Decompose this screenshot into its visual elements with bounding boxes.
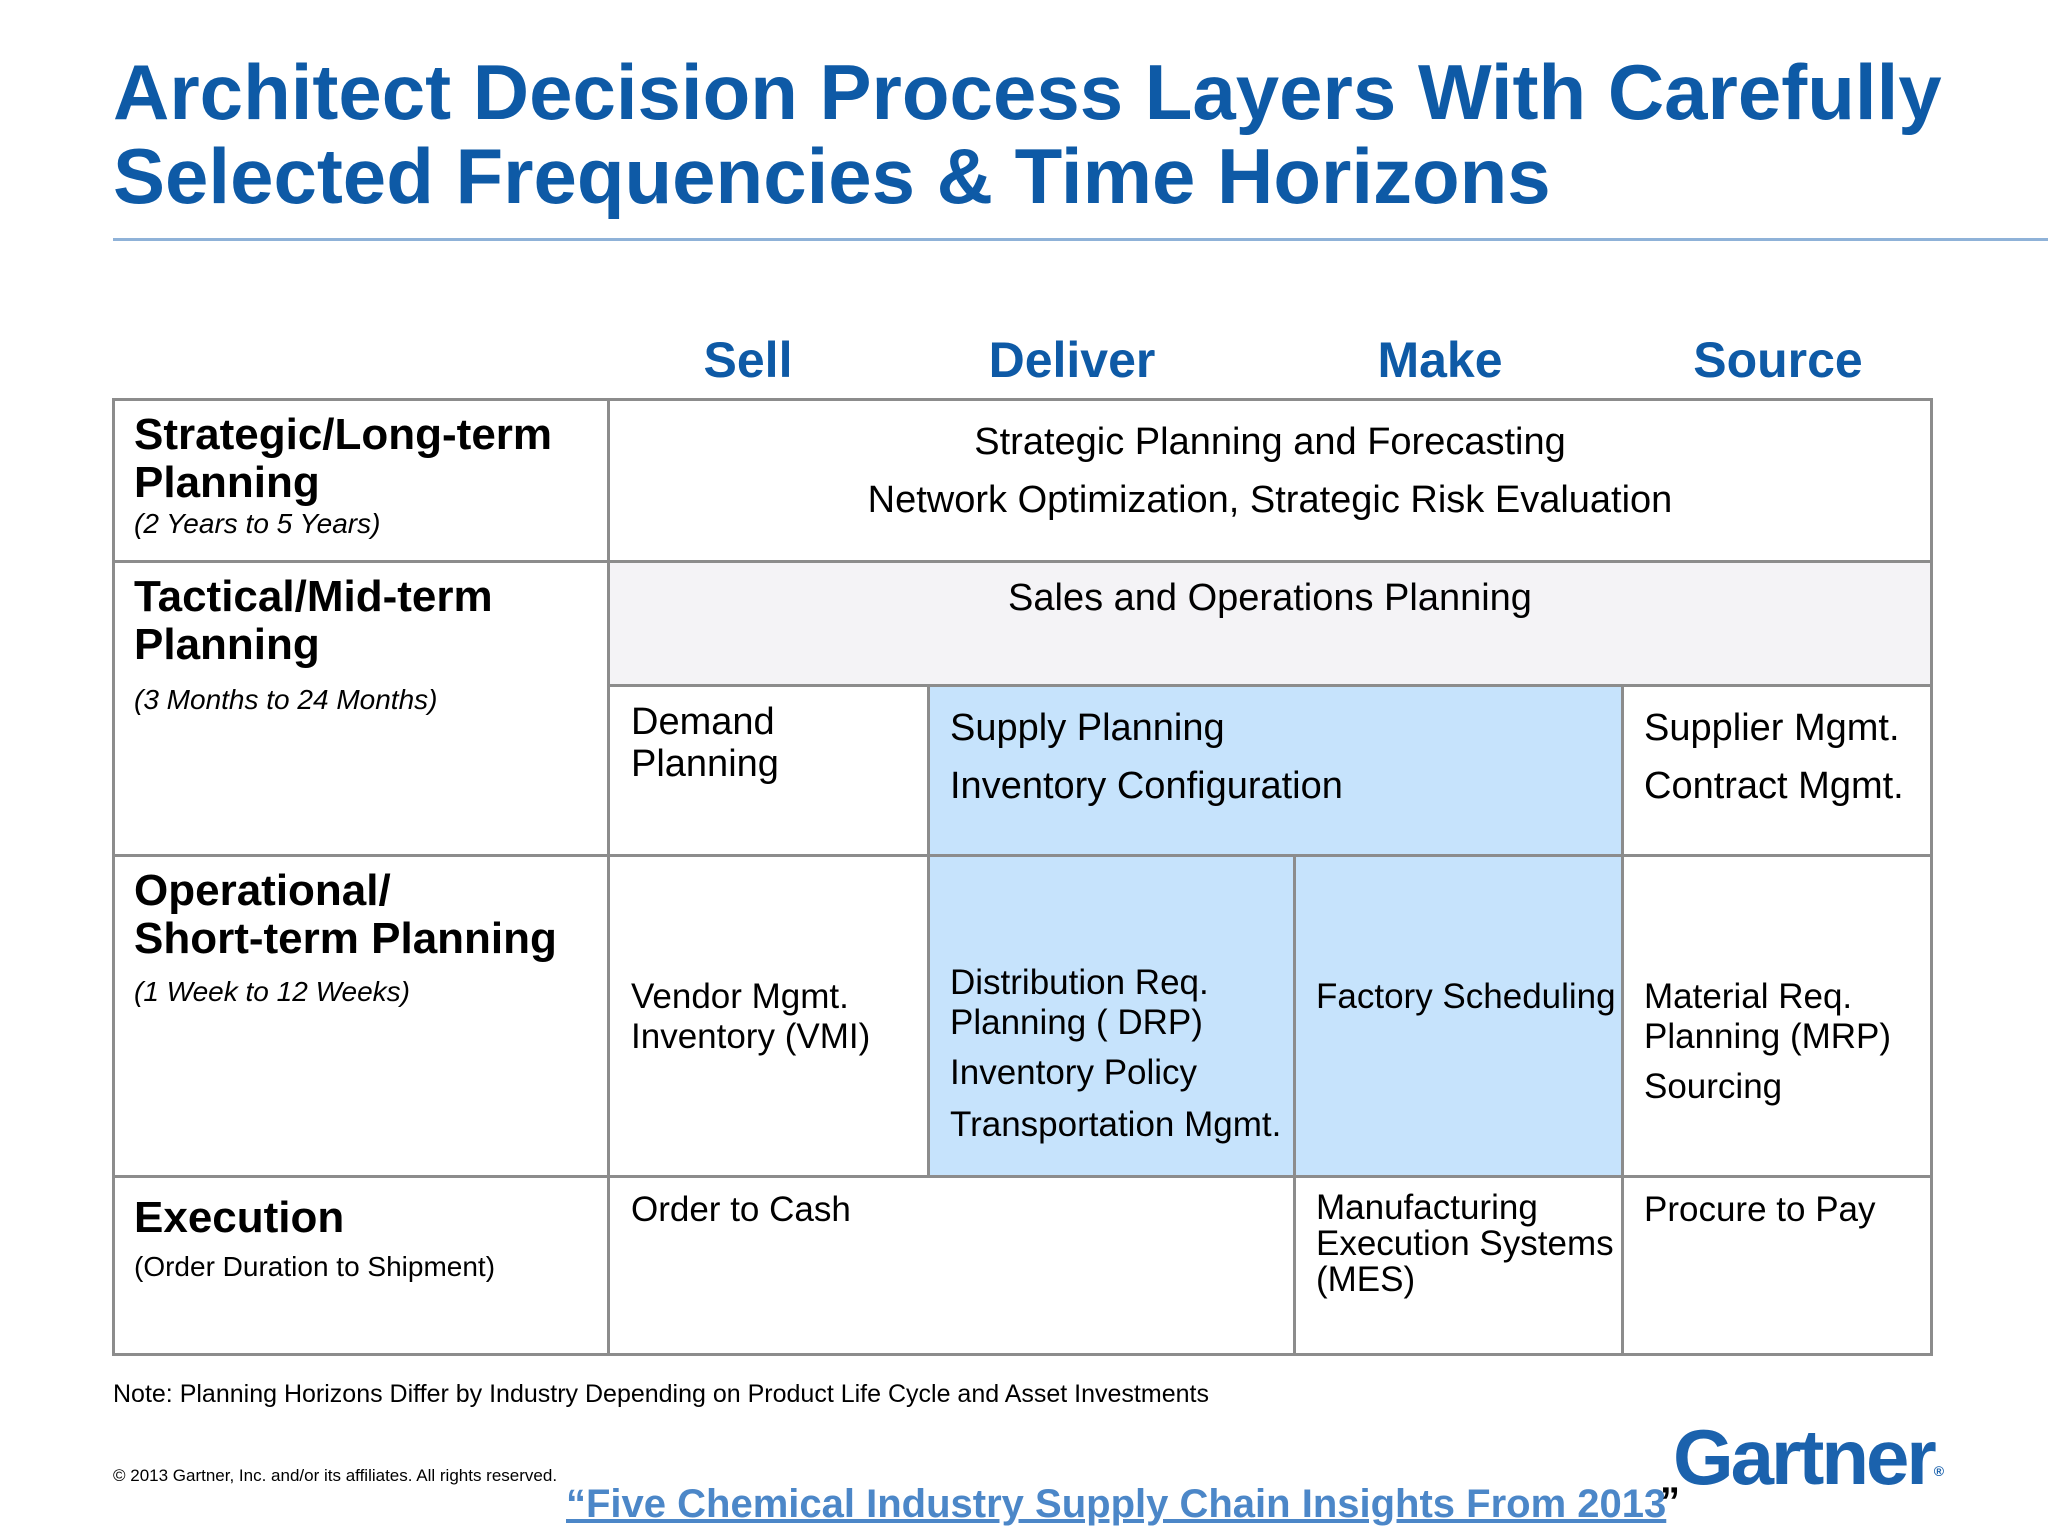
row-label-title: Execution (134, 1193, 345, 1242)
cell-procure-to-pay: Procure to Pay (1621, 1175, 1933, 1356)
cell-text-line-2: Inventory Policy (950, 1053, 1198, 1092)
cell-text-line-1: Strategic Planning and Forecasting (974, 421, 1566, 463)
row-label-horizon: (3 Months to 24 Months) (134, 684, 438, 715)
source-article-link[interactable]: “Five Chemical Industry Supply Chain Ins… (566, 1482, 1667, 1526)
row-label-tactical: Tactical/Mid-term Planning (3 Months to … (112, 560, 610, 857)
row-label-horizon: (1 Week to 12 Weeks) (134, 976, 410, 1007)
registered-mark: ® (1933, 1463, 1945, 1479)
row-label-title-2: Short-term Planning (134, 914, 557, 963)
closing-quote: ” (1660, 1480, 1680, 1524)
cell-text: Sales and Operations Planning (1008, 577, 1532, 619)
column-header-sell: Sell (703, 332, 793, 388)
row-label-horizon: (Order Duration to Shipment) (134, 1251, 496, 1282)
cell-text-line-2: Contract Mgmt. (1644, 765, 1904, 807)
gartner-logo: Gartner® (1673, 1412, 1944, 1516)
cell-text-line-2: Sourcing (1644, 1067, 1783, 1106)
row-label-title: Strategic/Long-term Planning (134, 410, 553, 507)
cell-text-line-2: Network Optimization, Strategic Risk Eva… (867, 479, 1673, 521)
cell-text-line-1: Material Req. Planning (MRP) (1644, 977, 1892, 1056)
column-header-source: Source (1693, 332, 1863, 388)
column-header-make: Make (1377, 332, 1503, 388)
footnote: Note: Planning Horizons Differ by Indust… (113, 1380, 1209, 1408)
cell-sales-operations-planning: Sales and Operations Planning (607, 560, 1933, 687)
title-line-1: Architect Decision Process Layers With C… (113, 48, 1942, 136)
cell-supplier-management: Supplier Mgmt. Contract Mgmt. (1621, 684, 1933, 857)
cell-text-line-3: Transportation Mgmt. (950, 1105, 1282, 1144)
cell-text-line-1: Supplier Mgmt. (1644, 707, 1900, 749)
cell-text: Demand Planning (631, 701, 779, 785)
column-header-deliver: Deliver (988, 332, 1156, 388)
cell-text-line-2: Inventory Configuration (950, 765, 1343, 807)
cell-material-requirements: Material Req. Planning (MRP) Sourcing (1621, 854, 1933, 1178)
cell-text-line-1: Supply Planning (950, 707, 1225, 749)
page-title: Architect Decision Process Layers With C… (113, 50, 2013, 218)
row-label-title: Tactical/Mid-term Planning (134, 572, 493, 669)
cell-text: Procure to Pay (1644, 1190, 1876, 1229)
cell-text-line-1: Distribution Req. Planning ( DRP) (950, 963, 1209, 1042)
title-divider (113, 238, 2048, 241)
cell-demand-planning: Demand Planning (607, 684, 930, 857)
logo-text: Gartner (1673, 1413, 1937, 1501)
cell-supply-planning: Supply Planning Inventory Configuration (927, 684, 1624, 857)
cell-vendor-managed-inventory: Vendor Mgmt. Inventory (VMI) (607, 854, 930, 1178)
cell-factory-scheduling: Factory Scheduling (1293, 854, 1624, 1178)
cell-text: Vendor Mgmt. Inventory (VMI) (631, 977, 871, 1056)
row-label-strategic: Strategic/Long-term Planning (2 Years to… (112, 398, 610, 563)
row-label-execution: Execution (Order Duration to Shipment) (112, 1175, 610, 1356)
row-label-horizon: (2 Years to 5 Years) (134, 508, 381, 539)
cell-order-to-cash: Order to Cash (607, 1175, 1296, 1356)
row-label-operational: Operational/ Short-term Planning (1 Week… (112, 854, 610, 1178)
cell-distribution-requirements: Distribution Req. Planning ( DRP) Invent… (927, 854, 1296, 1178)
cell-strategic-planning: Strategic Planning and Forecasting Netwo… (607, 398, 1933, 563)
cell-text: Manufacturing Execution Systems (MES) (1316, 1188, 1614, 1299)
cell-text: Order to Cash (631, 1190, 851, 1229)
cell-text: Factory Scheduling (1316, 977, 1616, 1016)
cell-manufacturing-execution: Manufacturing Execution Systems (MES) (1293, 1175, 1624, 1356)
title-line-2: Selected Frequencies & Time Horizons (113, 132, 1551, 220)
copyright: © 2013 Gartner, Inc. and/or its affiliat… (113, 1466, 558, 1485)
row-label-title-1: Operational/ (134, 866, 391, 915)
